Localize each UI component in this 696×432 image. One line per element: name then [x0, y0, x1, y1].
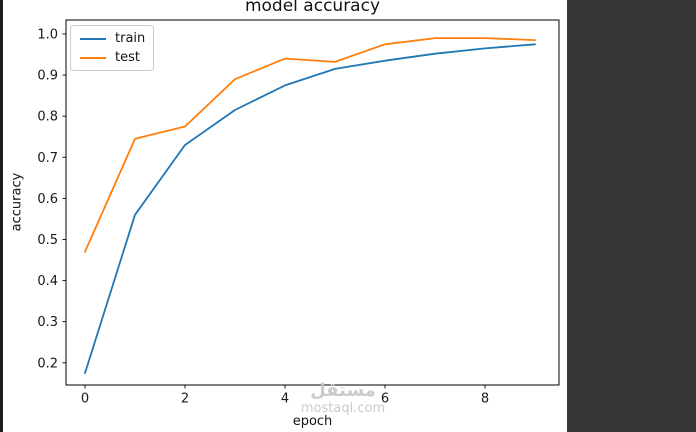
y-tick-label: 0.7: [37, 151, 58, 166]
x-tick-label: 2: [181, 392, 189, 407]
x-tick-label: 0: [81, 392, 89, 407]
plot-area: 0 2 4 6 8 0.2 0.3 0.4 0.5 0.6 0.7 0.8 0.9 1.0: [37, 19, 560, 407]
y-tick-label: 1.0: [37, 27, 58, 42]
legend-label-test: test: [115, 50, 140, 65]
window-edge-left: [0, 0, 3, 432]
train-line-swatch: [80, 37, 106, 40]
series-line-test: [84, 37, 536, 253]
legend-item-train: train: [80, 32, 153, 45]
legend-label-train: train: [115, 31, 146, 46]
y-axis-label: accuracy: [9, 172, 25, 232]
x-tick-label: 6: [381, 392, 389, 407]
y-tick-label: 0.5: [37, 233, 58, 248]
y-tick-label: 0.6: [37, 192, 58, 207]
legend: train test: [70, 25, 154, 71]
y-tick-label: 0.9: [37, 69, 58, 84]
y-tick-label: 0.2: [37, 356, 58, 371]
x-tick-label: 4: [281, 392, 289, 407]
y-tick-label: 0.3: [37, 315, 58, 330]
x-axis-label: epoch: [292, 414, 333, 429]
chart-title: model accuracy: [244, 0, 381, 16]
y-tick-label: 0.8: [37, 110, 58, 125]
test-line-swatch: [80, 56, 106, 59]
side-panel-background: [567, 0, 696, 432]
x-tick-label: 8: [481, 392, 489, 407]
series-line-train: [84, 43, 536, 375]
legend-item-test: test: [80, 51, 153, 64]
axes-frame: [65, 19, 560, 386]
y-tick-label: 0.4: [37, 274, 58, 289]
